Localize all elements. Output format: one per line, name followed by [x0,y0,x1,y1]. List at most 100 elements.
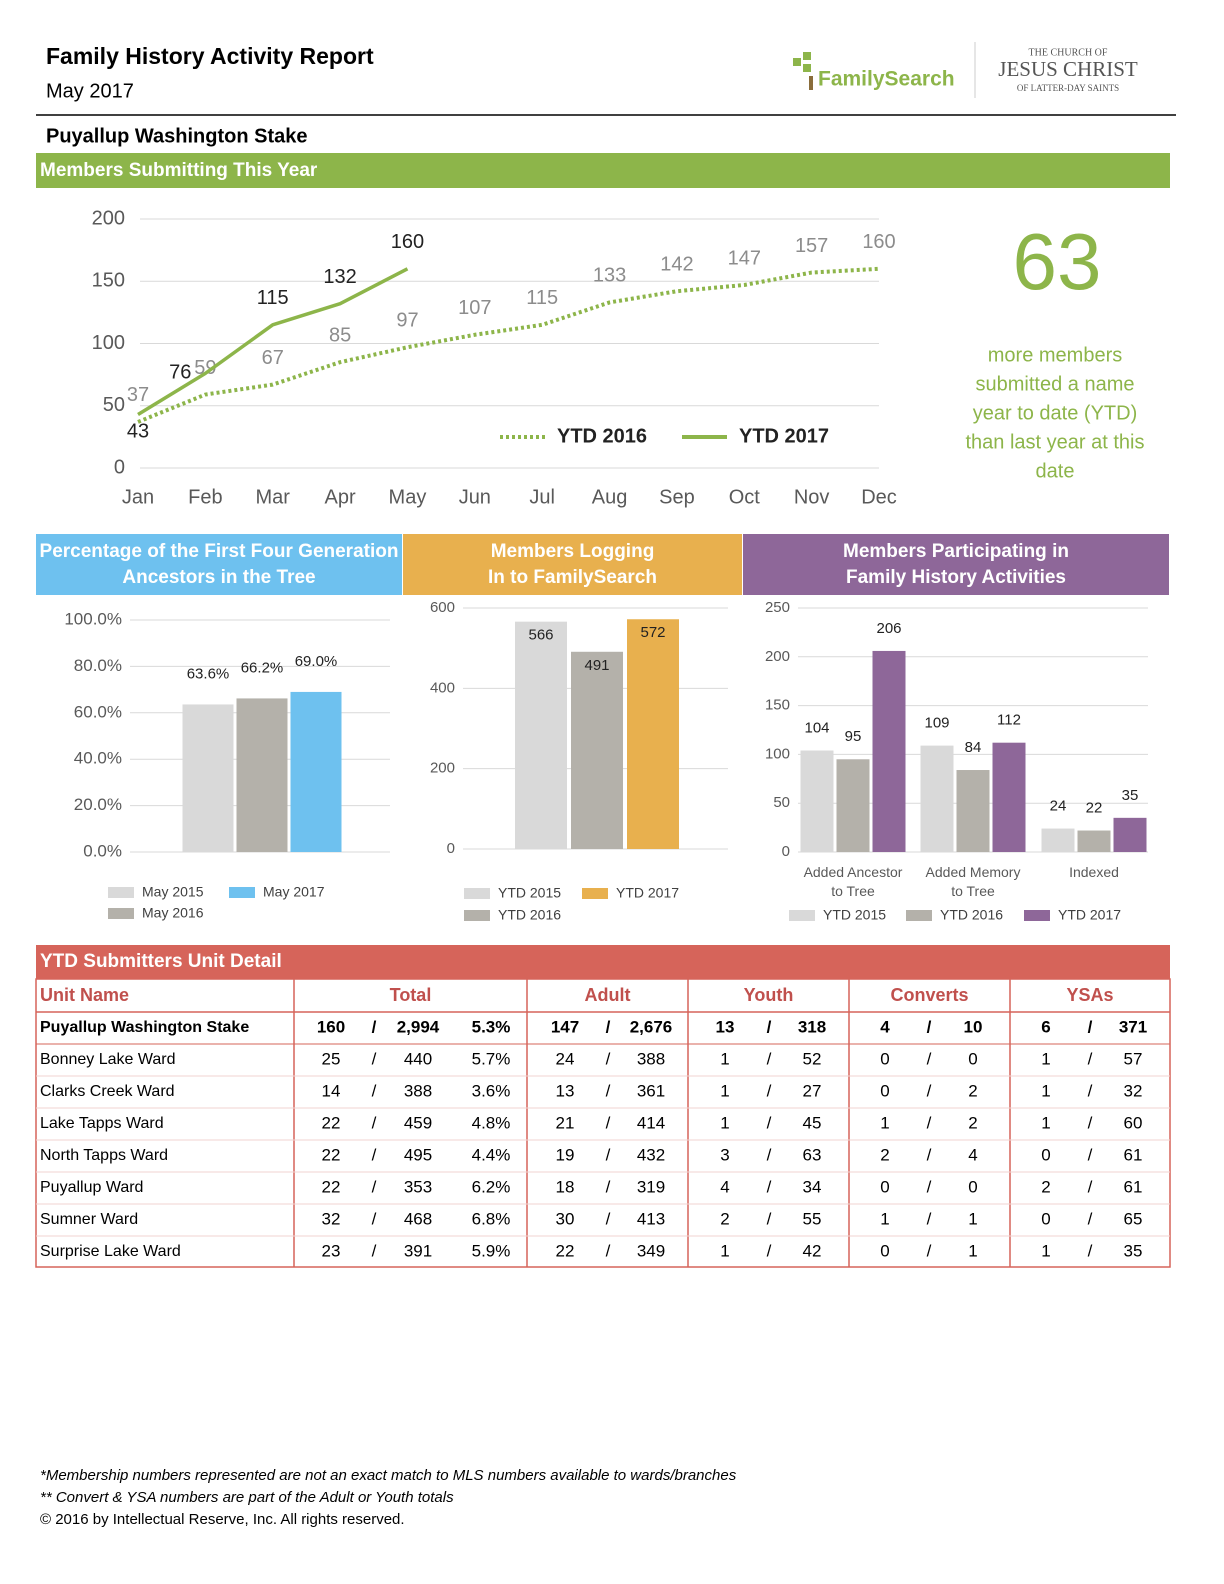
cell: 4.8% [472,1113,511,1132]
cell: 0 [880,1241,889,1260]
separator: / [767,1113,772,1132]
y-tick-label: 0 [782,843,790,860]
cell: 353 [404,1177,432,1196]
category-label-box: Added Memory to Tree [926,864,1021,899]
cell: 2,994 [397,1017,440,1036]
y-tick-label: 100 [92,332,125,354]
y-tick-label: 50 [773,794,790,811]
bar [800,750,834,852]
legend-label: YTD 2016 [498,907,561,923]
footnote: *Membership numbers represented are not … [40,1467,737,1484]
cell: 23 [322,1241,341,1260]
data-label: 491 [584,657,609,674]
data-label: 572 [640,624,665,641]
cell: 14 [322,1081,341,1100]
unit-name: Surprise Lake Ward [40,1243,181,1260]
legend-swatch [582,888,608,899]
data-label: 132 [323,266,356,288]
data-label: 84 [965,739,982,756]
legend-swatch [108,887,134,898]
data-label: 566 [528,627,553,644]
legend-label: May 2015 [142,884,204,900]
logo-trunk [809,76,813,90]
y-tick-label: 50 [103,394,125,416]
footnote: © 2016 by Intellectual Reserve, Inc. All… [40,1511,405,1528]
separator: / [1088,1241,1093,1260]
x-tick-label: Mar [256,486,291,508]
data-label: 112 [997,712,1021,729]
legend-label: YTD 2017 [616,885,679,901]
cell: 65 [1124,1209,1143,1228]
cell: 413 [637,1209,665,1228]
y-tick-label: 200 [765,648,790,665]
separator: / [767,1049,772,1068]
cell: 388 [637,1049,665,1068]
separator: / [1088,1081,1093,1100]
separator: / [1088,1049,1093,1068]
data-label: 142 [660,253,693,275]
cell: 391 [404,1241,432,1260]
cell: 19 [556,1145,575,1164]
separator: / [372,1049,377,1068]
section-band [36,534,402,595]
unit-name: Clarks Creek Ward [40,1083,175,1100]
column-header: Adult [585,985,631,1005]
cell: 0 [880,1049,889,1068]
x-tick-label: Jan [122,486,154,508]
cell: 5.9% [472,1241,511,1260]
x-tick-label: Jun [459,486,491,508]
cell: 52 [803,1049,822,1068]
unit-name: Lake Tapps Ward [40,1115,164,1132]
legend-label: YTD 2017 [739,425,829,447]
cell: 1 [1041,1241,1050,1260]
cell: 6 [1041,1017,1050,1036]
bar [992,742,1026,852]
separator: / [372,1177,377,1196]
cell: 1 [1041,1081,1050,1100]
cell: 45 [803,1113,822,1132]
church-line: THE CHURCH OF [1029,47,1108,58]
separator: / [927,1049,932,1068]
cell: 6.2% [472,1177,511,1196]
separator: / [606,1145,611,1164]
separator: / [927,1241,932,1260]
callout-line: year to date (YTD) [973,402,1138,424]
separator: / [606,1113,611,1132]
section-title: Members Logging [491,541,655,562]
legend-swatch [464,888,490,899]
y-tick-label: 0 [447,840,455,857]
data-label: 206 [876,620,901,637]
legend-swatch [229,887,255,898]
cell: 1 [720,1081,729,1100]
data-label: 43 [127,421,149,443]
data-label: 104 [804,719,829,736]
data-label: 147 [728,247,761,269]
legend-label: YTD 2015 [823,907,886,923]
category-label-box: Indexed [1069,864,1119,880]
cell: 371 [1119,1017,1147,1036]
data-label: 85 [329,324,351,346]
callout-number: 63 [1013,217,1102,306]
separator: / [372,1209,377,1228]
bar [236,698,288,852]
cell: 0 [968,1049,977,1068]
cell: 63 [803,1145,822,1164]
separator: / [767,1209,772,1228]
stake-name: Puyallup Washington Stake [46,125,308,147]
cell: 1 [1041,1049,1050,1068]
data-label: 63.6% [187,665,230,682]
cell: 459 [404,1113,432,1132]
cell: 147 [551,1017,579,1036]
section-title: Members Participating in [843,541,1069,562]
cell: 361 [637,1081,665,1100]
cell: 61 [1124,1177,1143,1196]
cell: 25 [322,1049,341,1068]
cell: 5.7% [472,1049,511,1068]
cell: 4 [880,1017,890,1036]
report-subtitle: May 2017 [46,80,134,102]
data-label: 76 [169,362,191,384]
legend-swatch [108,908,134,919]
cell: 60 [1124,1113,1143,1132]
separator: / [1088,1145,1093,1164]
unit-name: Puyallup Ward [40,1179,143,1196]
